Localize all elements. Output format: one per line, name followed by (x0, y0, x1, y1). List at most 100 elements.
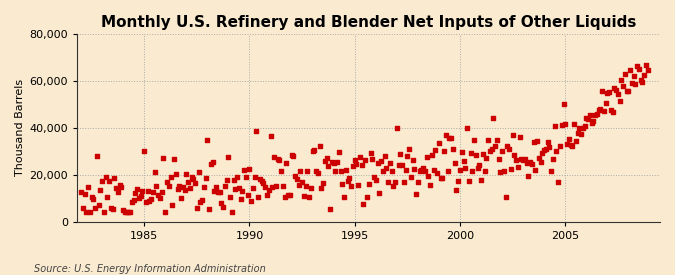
Point (547, 157, 558, 161)
Point (353, 183, 364, 188)
Point (551, 148, 562, 153)
Point (172, 187, 183, 191)
Point (425, 182, 435, 187)
Point (504, 147, 514, 152)
Point (570, 139, 581, 144)
Point (407, 158, 418, 162)
Point (351, 161, 362, 166)
Point (626, 81, 637, 86)
Point (88, 196, 99, 201)
Point (114, 183, 125, 188)
Point (198, 185, 209, 189)
Point (316, 186, 327, 191)
Point (611, 88, 622, 92)
Point (512, 164, 523, 169)
Point (327, 160, 338, 164)
Point (113, 190, 124, 195)
Point (500, 194, 511, 199)
Point (637, 80, 648, 84)
Point (263, 188, 274, 192)
Point (300, 183, 311, 188)
Point (365, 151, 376, 156)
Point (205, 162, 216, 166)
Point (371, 178, 381, 182)
Point (608, 110, 618, 114)
Point (354, 155, 365, 159)
Point (618, 84, 628, 88)
Point (451, 188, 462, 192)
Point (246, 199, 256, 203)
Point (249, 175, 260, 180)
Point (195, 200, 206, 205)
Point (586, 120, 597, 125)
Point (174, 184, 185, 188)
Point (350, 157, 360, 162)
Point (277, 184, 288, 189)
Point (400, 168, 411, 172)
Point (491, 137, 502, 142)
Point (406, 175, 416, 180)
Point (183, 180, 194, 184)
Y-axis label: Thousand Barrels: Thousand Barrels (15, 79, 25, 176)
Point (565, 142, 576, 147)
Point (369, 175, 379, 179)
Point (279, 194, 290, 199)
Point (386, 169, 397, 173)
Point (223, 155, 234, 160)
Point (410, 192, 421, 196)
Point (634, 67, 645, 71)
Point (467, 169, 478, 174)
Point (483, 138, 493, 142)
Point (453, 179, 464, 183)
Point (286, 153, 297, 157)
Point (381, 166, 392, 170)
Point (612, 92, 623, 96)
Point (272, 156, 283, 161)
Point (169, 157, 180, 161)
Point (76, 189, 86, 194)
Point (91, 154, 102, 158)
Point (126, 200, 137, 204)
Point (430, 148, 441, 153)
Point (532, 139, 543, 144)
Point (497, 149, 508, 154)
Point (470, 153, 481, 158)
Point (599, 109, 610, 113)
Point (641, 63, 651, 67)
Point (165, 175, 176, 179)
Point (409, 167, 420, 171)
Point (188, 177, 198, 181)
Point (446, 136, 456, 141)
Point (211, 185, 221, 189)
Point (302, 169, 313, 174)
Point (432, 171, 443, 175)
Point (530, 167, 541, 172)
Point (163, 184, 174, 188)
Point (228, 178, 239, 183)
Point (153, 193, 163, 197)
Point (283, 193, 294, 197)
Text: Source: U.S. Energy Information Administration: Source: U.S. Energy Information Administ… (34, 264, 265, 274)
Point (213, 190, 223, 194)
Point (511, 158, 522, 162)
Point (111, 185, 122, 190)
Point (293, 183, 304, 187)
Point (309, 148, 320, 153)
Point (588, 119, 599, 123)
Point (376, 159, 387, 164)
Point (240, 175, 251, 180)
Point (157, 189, 167, 194)
Point (323, 164, 334, 168)
Point (232, 175, 242, 179)
Point (137, 189, 148, 193)
Point (439, 149, 450, 153)
Point (379, 154, 390, 159)
Point (176, 196, 186, 200)
Point (498, 169, 509, 173)
Point (576, 132, 587, 136)
Point (556, 122, 567, 127)
Point (412, 179, 423, 184)
Point (275, 169, 286, 174)
Point (643, 68, 653, 72)
Point (553, 180, 564, 184)
